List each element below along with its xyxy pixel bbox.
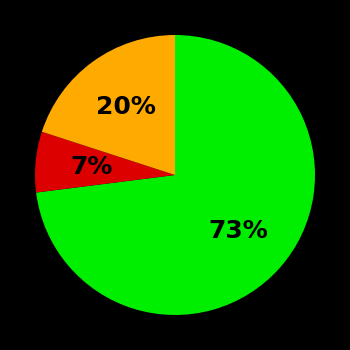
Wedge shape	[36, 35, 315, 315]
Wedge shape	[42, 35, 175, 175]
Text: 7%: 7%	[70, 155, 113, 179]
Text: 20%: 20%	[96, 95, 155, 119]
Wedge shape	[35, 132, 175, 192]
Text: 73%: 73%	[208, 218, 268, 243]
